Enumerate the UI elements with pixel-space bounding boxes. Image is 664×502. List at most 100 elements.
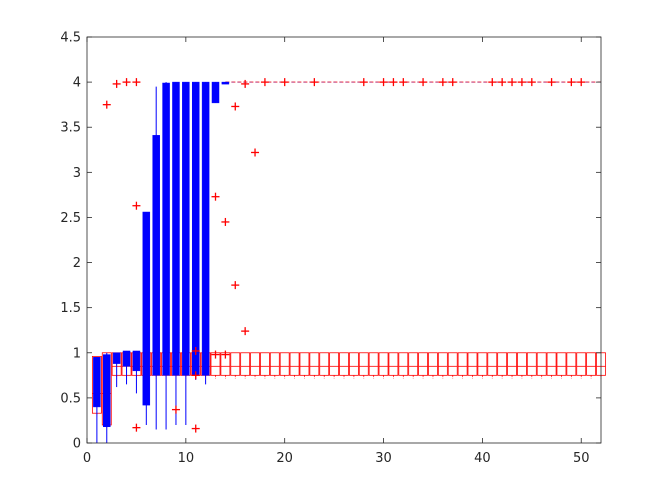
y-tick-label: 4 (73, 76, 81, 91)
red-box (388, 352, 399, 376)
outlier-marker (231, 102, 240, 111)
outlier-marker (221, 217, 230, 226)
outlier-marker (547, 78, 556, 87)
red-box (507, 352, 517, 376)
axes: 0 10 20 30 40 50 0 0.5 1 1.5 2 2.5 3 3.5 4 4.5 (60, 31, 602, 466)
red-box (368, 352, 379, 376)
red-box (576, 352, 587, 376)
red-box (339, 352, 349, 376)
red-box (348, 352, 359, 376)
axes-frame (86, 36, 602, 444)
blue-box (132, 350, 141, 372)
outlier-marker (132, 78, 141, 87)
red-box (497, 352, 508, 376)
red-box (319, 352, 330, 376)
blue-box (142, 211, 151, 406)
y-tick-label: 3.5 (60, 121, 81, 136)
y-tick-label: 2.5 (60, 211, 81, 226)
red-box (260, 352, 270, 376)
red-box (418, 352, 428, 376)
outlier-marker (359, 78, 368, 87)
outlier-marker (527, 78, 536, 87)
red-box (378, 352, 389, 376)
outlier-marker (508, 78, 517, 87)
outlier-marker (211, 192, 220, 201)
red-box (586, 352, 597, 376)
red-box (309, 352, 320, 376)
blue-box (211, 81, 220, 104)
red-box (398, 352, 409, 376)
red-box (556, 352, 567, 376)
blue-box (172, 81, 180, 376)
outlier-marker (122, 78, 131, 87)
outlier-marker (211, 350, 220, 359)
red-box (230, 352, 241, 376)
x-tick-label: 30 (375, 451, 392, 466)
outlier-marker (310, 78, 319, 87)
outlier-marker (241, 79, 250, 88)
outlier-marker (112, 79, 121, 88)
x-tick-label: 0 (83, 451, 91, 466)
x-tick-label: 40 (474, 451, 491, 466)
red-box (517, 352, 527, 376)
outlier-marker (241, 327, 250, 336)
outlier-marker (488, 78, 497, 87)
blue-box (182, 81, 190, 376)
red-box (240, 352, 251, 376)
y-tick-label: 4.5 (60, 31, 81, 46)
outlier-marker (438, 78, 447, 87)
outlier-marker (517, 78, 526, 87)
outlier-marker (448, 78, 457, 87)
x-tick-label: 50 (573, 451, 590, 466)
outlier-marker (231, 281, 240, 290)
outlier-marker (379, 78, 388, 87)
y-tick-label: 1.5 (60, 301, 81, 316)
outlier-marker (419, 78, 428, 87)
red-box (477, 352, 488, 376)
blue-box (103, 354, 111, 428)
y-tick-label: 2 (73, 256, 81, 271)
outlier-marker (171, 405, 180, 414)
outlier-marker (567, 78, 576, 87)
y-tick-label: 0 (73, 437, 81, 452)
red-box (289, 352, 300, 376)
red-box (536, 352, 547, 376)
outlier-marker (498, 78, 507, 87)
outlier-marker (191, 424, 200, 433)
red-box (447, 352, 458, 376)
blue-box (112, 352, 121, 364)
blue-box (162, 82, 170, 376)
red-box (566, 352, 577, 376)
red-box (279, 352, 290, 376)
outlier-marker (577, 78, 586, 87)
red-box (487, 352, 498, 376)
red-box (467, 352, 478, 376)
red-box (269, 352, 280, 376)
red-box (299, 352, 310, 376)
y-tick-label: 1 (73, 346, 81, 361)
outlier-marker (260, 78, 269, 87)
blue-box (93, 357, 101, 408)
outlier-marker (221, 350, 230, 359)
red-box (457, 352, 468, 376)
red-box (408, 352, 419, 376)
outlier-marker (132, 423, 141, 432)
outlier-marker (399, 78, 408, 87)
outlier-marker (280, 78, 289, 87)
outlier-marker (102, 100, 111, 109)
y-tick-label: 3 (73, 166, 81, 181)
red-box (437, 352, 448, 376)
red-box (329, 352, 340, 376)
red-box (250, 352, 260, 376)
blue-box (191, 81, 200, 376)
red-box (358, 352, 369, 376)
blue-box (201, 81, 210, 376)
chart-marks (91, 78, 606, 443)
outlier-marker (251, 148, 260, 157)
blue-box (152, 135, 160, 376)
blue-box (221, 81, 230, 85)
x-tick-label: 20 (276, 451, 293, 466)
outlier-marker (389, 78, 398, 87)
